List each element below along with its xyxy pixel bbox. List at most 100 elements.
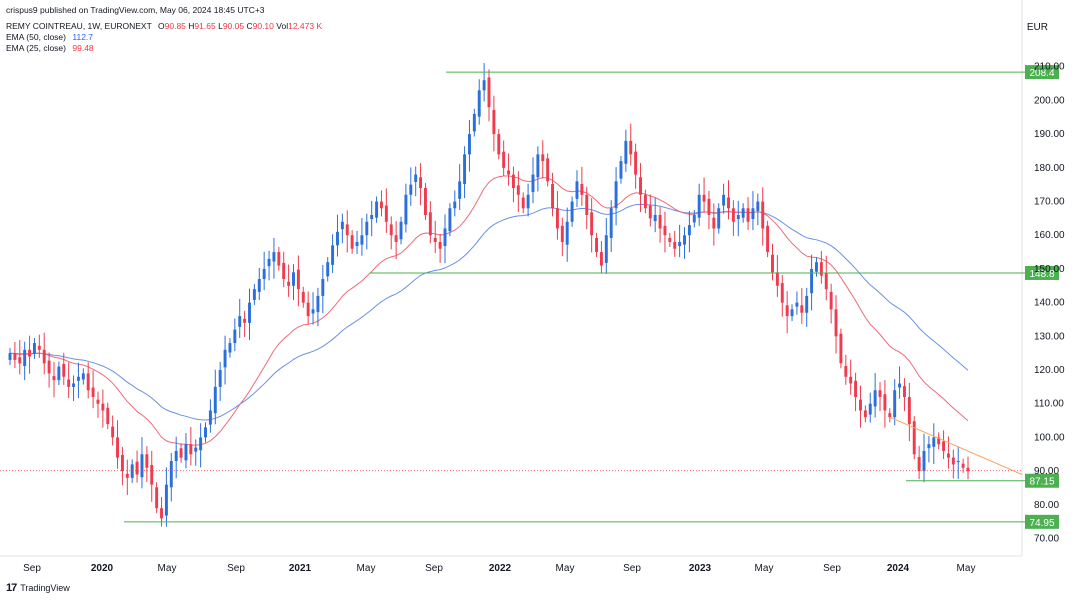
candle-body: [541, 154, 545, 162]
candle: [306, 291, 310, 325]
candle-body: [927, 444, 931, 449]
candle: [277, 247, 281, 271]
candle-body: [785, 305, 789, 317]
candle-body: [800, 305, 804, 313]
candle: [717, 203, 721, 234]
candle: [951, 449, 955, 479]
candle-body: [169, 461, 173, 488]
level-label-box: [1025, 514, 1059, 529]
candle: [8, 348, 12, 365]
candle: [28, 335, 32, 374]
candle-body: [560, 225, 564, 242]
candle-body: [829, 291, 833, 310]
candle-body: [164, 484, 168, 516]
candle: [859, 385, 862, 428]
candle: [419, 163, 423, 206]
candle-body: [96, 399, 100, 404]
candle-body: [375, 201, 379, 218]
ema50-line: [9, 203, 969, 421]
candle-body: [292, 272, 295, 286]
candle-body: [702, 194, 706, 202]
candle-body: [492, 109, 496, 135]
candle: [829, 283, 833, 324]
candle: [228, 338, 232, 358]
candle-body: [697, 194, 701, 218]
time-axis[interactable]: Sep 2020 May Sep 2021 May Sep 2022 May Sep 2023 May…: [0, 555, 1022, 574]
candle-body: [780, 283, 784, 303]
candle-body: [233, 329, 237, 344]
candle: [18, 340, 22, 375]
candle: [477, 79, 481, 125]
y-tick-label: 200.00: [1034, 95, 1065, 106]
level-label: 87.15: [1029, 477, 1054, 488]
candle-body: [834, 309, 838, 337]
candle-body: [790, 309, 794, 317]
candle-body: [72, 383, 76, 387]
candle: [169, 452, 173, 502]
y-tick-label: 160.00: [1034, 230, 1065, 241]
candle-body: [815, 262, 818, 272]
candle-body: [878, 390, 882, 397]
candle-body: [189, 444, 193, 455]
candle: [272, 237, 276, 279]
candle: [472, 108, 476, 137]
candle-body: [345, 224, 349, 236]
tradingview-logo-icon: 17: [6, 582, 17, 594]
candle: [120, 446, 124, 486]
candle: [937, 432, 941, 450]
candle-body: [301, 291, 305, 303]
candle-body: [521, 197, 525, 209]
candle: [795, 291, 799, 315]
candle-body: [795, 302, 799, 307]
candle-body: [819, 262, 823, 276]
candle: [536, 146, 540, 192]
candle: [585, 186, 589, 230]
candle: [140, 437, 144, 489]
candle: [898, 366, 902, 399]
candle: [492, 95, 496, 152]
candle: [946, 436, 950, 469]
candle-body: [472, 113, 476, 132]
candle: [365, 213, 369, 250]
price-axis[interactable]: 70.00 80.00 90.00 100.00 110.00 120.00 130.00 1…: [1034, 62, 1065, 545]
candle-body: [741, 208, 745, 218]
candle: [815, 257, 818, 277]
candle-body: [854, 380, 858, 397]
candle: [907, 382, 911, 442]
candle-body: [91, 387, 95, 397]
candle: [551, 172, 555, 217]
candle-body: [326, 262, 330, 277]
candle-body: [555, 208, 559, 229]
publish-line: crispus9 published on TradingView.com, M…: [6, 5, 265, 15]
candle: [932, 423, 936, 465]
candle-body: [428, 212, 432, 236]
candle-body: [907, 396, 911, 424]
candle: [448, 203, 452, 237]
level-label: 208.4: [1029, 68, 1054, 79]
candle-body: [902, 386, 906, 397]
ema50-legend: EMA (50, close) 112.7: [6, 32, 93, 42]
candle: [375, 196, 379, 223]
candle: [423, 183, 427, 221]
candle: [13, 342, 17, 369]
y-tick-label: 70.00: [1034, 534, 1059, 545]
candle-body: [42, 349, 46, 364]
tradingview-footer[interactable]: 17 TradingView: [6, 582, 70, 594]
candle-body: [609, 208, 613, 238]
candle-body: [487, 77, 491, 108]
candle-body: [966, 467, 970, 472]
candle-body: [8, 353, 12, 360]
ema50-value: 112.7: [72, 32, 94, 42]
candle: [81, 368, 85, 385]
candle-body: [849, 376, 853, 384]
candle: [238, 298, 242, 339]
candle-body: [311, 309, 315, 314]
candle-body: [423, 188, 427, 216]
x-tick-label: 2023: [689, 563, 712, 574]
candle: [502, 140, 506, 176]
candle-body: [771, 254, 774, 273]
x-tick-label: 2022: [489, 563, 512, 574]
candles-layer: [8, 63, 970, 527]
candle-body: [824, 272, 828, 290]
